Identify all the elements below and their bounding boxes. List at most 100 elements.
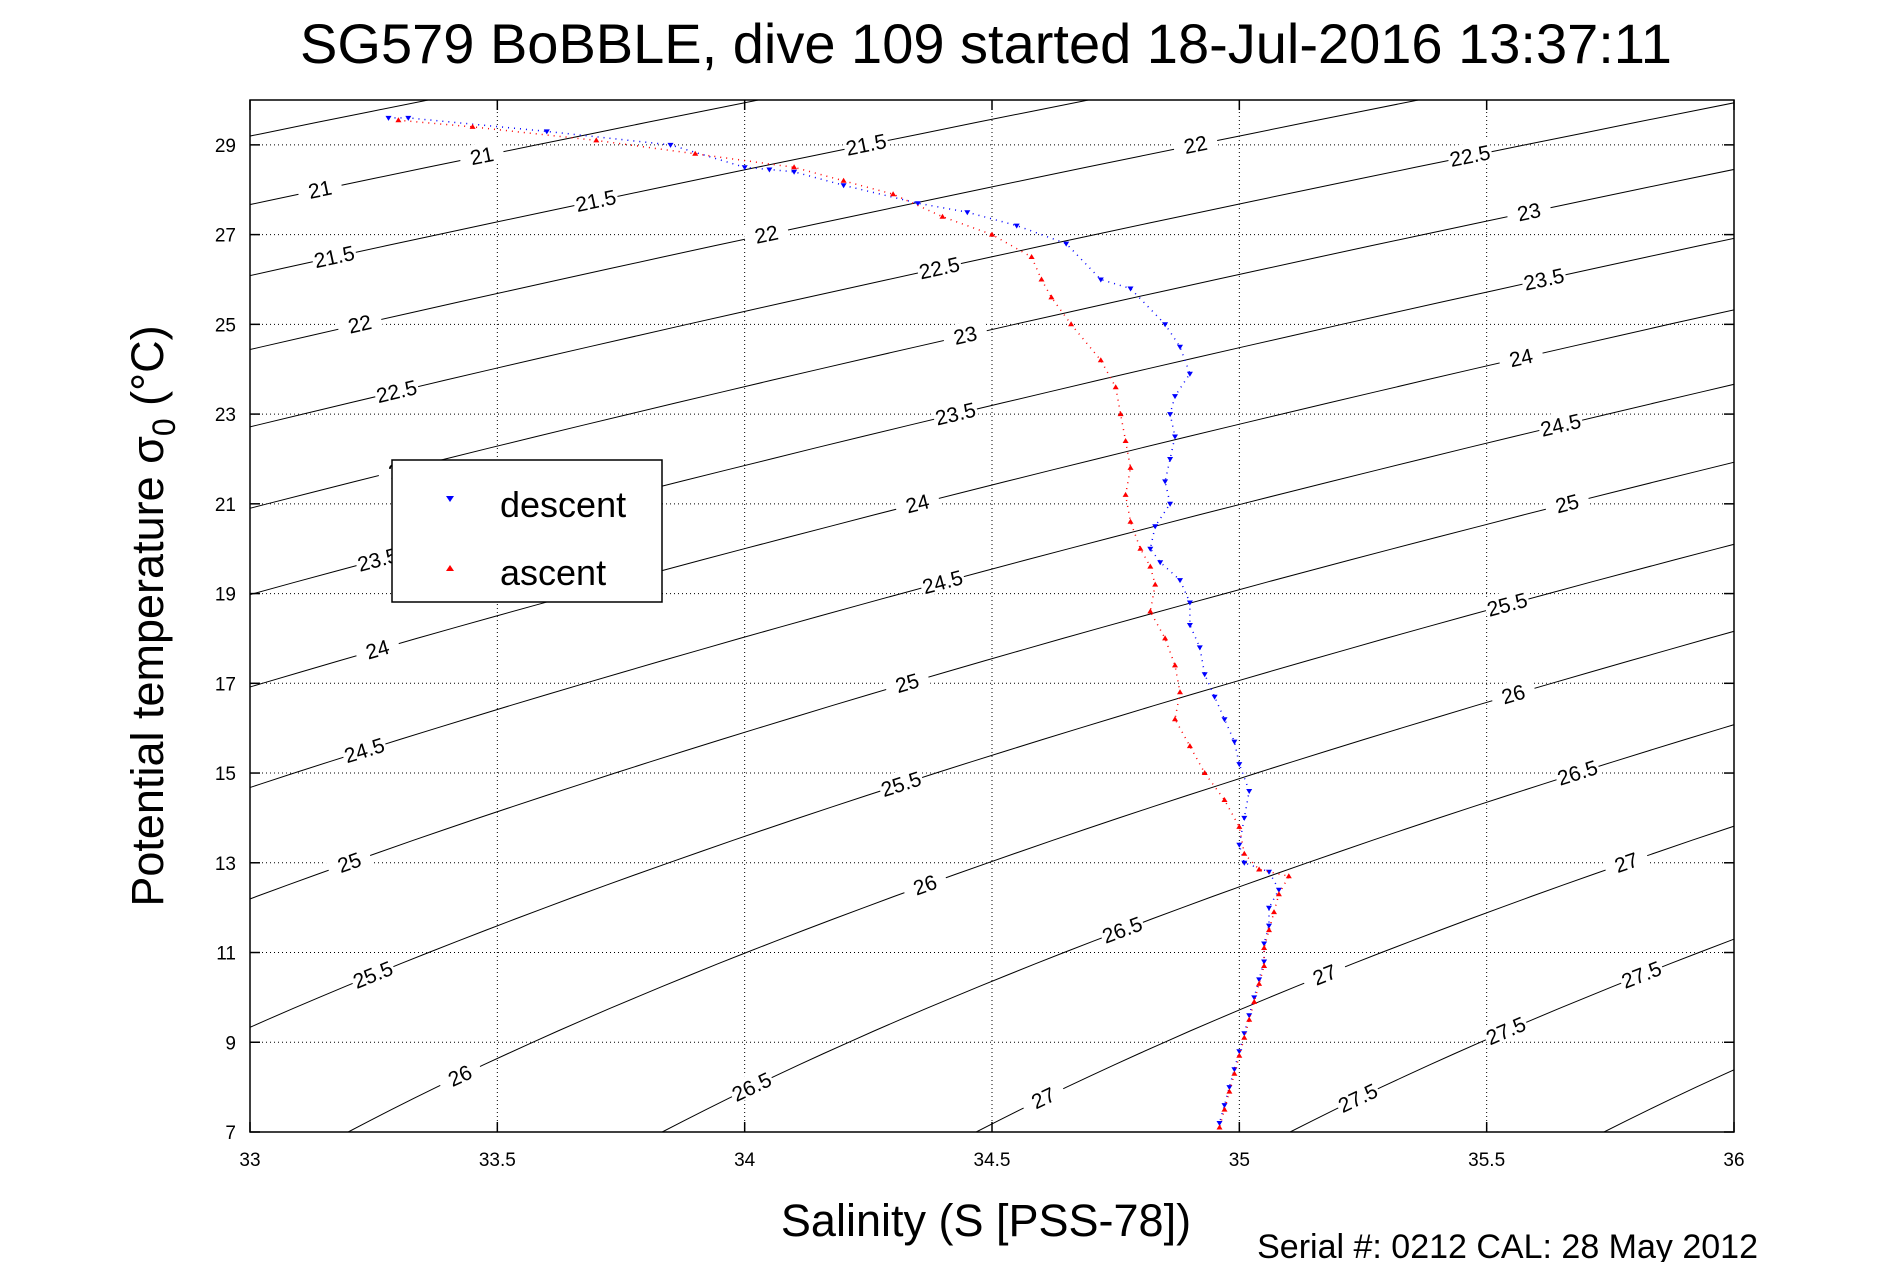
data-point-ascent xyxy=(1261,945,1268,950)
data-point-ascent xyxy=(1285,873,1292,879)
contour-label-text: 24 xyxy=(1507,345,1535,373)
data-point-ascent xyxy=(840,177,847,183)
x-tick-label: 36 xyxy=(1723,1150,1744,1171)
data-point-ascent xyxy=(1028,254,1035,259)
x-tick-label: 35 xyxy=(1229,1150,1250,1171)
data-point-descent xyxy=(1201,672,1208,678)
data-point-descent xyxy=(1256,977,1263,983)
plot-area: 212121.521.521.522222222.522.522.5232323… xyxy=(215,99,1745,1171)
contour-label: 25.5 xyxy=(1482,586,1531,622)
contour-label-bg xyxy=(1480,1010,1530,1048)
contour-label-bg xyxy=(1017,1077,1068,1116)
data-point-descent xyxy=(1127,286,1134,292)
data-point-descent xyxy=(1013,223,1020,229)
contour-label: 26 xyxy=(900,865,949,902)
data-point-descent xyxy=(543,129,550,135)
contour-label-bg xyxy=(352,631,402,665)
contour-label-bg xyxy=(457,138,506,170)
data-point-descent xyxy=(1177,344,1183,350)
density-contour xyxy=(250,237,1734,596)
contour-label: 27 xyxy=(1299,954,1349,992)
grid-lines xyxy=(250,100,1734,1132)
data-point-descent xyxy=(1266,923,1272,929)
contour-label: 27 xyxy=(1601,843,1651,879)
y-axis-ticks: 7 9 11 13 15 17 19 21 23 25 27 29 xyxy=(215,136,1734,1144)
data-point-descent xyxy=(1162,479,1169,485)
legend-entry-descent: descent xyxy=(500,484,626,525)
data-point-descent xyxy=(1221,717,1228,723)
data-point-descent xyxy=(1152,524,1159,530)
data-point-ascent xyxy=(1201,770,1208,775)
data-point-ascent xyxy=(1152,581,1159,587)
data-point-ascent xyxy=(469,123,476,129)
data-point-descent xyxy=(1221,1103,1228,1109)
contour-label: 22 xyxy=(1171,127,1219,159)
data-point-ascent xyxy=(1147,608,1154,614)
data-point-ascent xyxy=(791,164,798,170)
data-point-ascent xyxy=(1068,321,1075,327)
data-point-descent xyxy=(1186,371,1193,377)
contour-label-bg xyxy=(892,485,942,518)
data-point-descent xyxy=(1097,277,1104,283)
data-point-ascent xyxy=(1162,635,1169,641)
contour-label: 22.5 xyxy=(915,250,963,284)
contour-label: 24 xyxy=(892,485,942,518)
density-contour xyxy=(347,630,1734,1132)
y-tick-label: 15 xyxy=(215,764,236,785)
y-tick-label: 29 xyxy=(215,136,236,157)
contour-label-bg xyxy=(900,865,949,902)
contour-label: 21.5 xyxy=(841,127,890,161)
legend-box xyxy=(391,459,663,603)
data-point-descent xyxy=(1216,1121,1223,1126)
contour-label-bg xyxy=(931,396,979,428)
data-point-ascent xyxy=(1172,662,1178,668)
contour-label-bg xyxy=(335,306,384,338)
data-point-descent xyxy=(1275,887,1282,893)
x-tick-label: 35.5 xyxy=(1468,1150,1505,1171)
data-point-ascent xyxy=(1172,716,1178,722)
contour-label-bg xyxy=(1445,138,1494,170)
contour-label-bg xyxy=(1496,340,1545,372)
data-point-descent xyxy=(1261,941,1268,947)
data-point-descent xyxy=(1177,578,1183,584)
data-point-ascent xyxy=(1256,866,1263,872)
y-axis-label: Potential temperature σ0 (°C) xyxy=(122,325,182,906)
data-point-descent xyxy=(1167,501,1174,507)
contour-label: 22 xyxy=(335,306,384,339)
data-point-descent xyxy=(1266,905,1272,911)
data-point-ascent xyxy=(1112,384,1119,390)
data-point-descent xyxy=(1211,694,1218,700)
data-point-ascent xyxy=(1271,909,1277,915)
contour-label: 25 xyxy=(1542,485,1591,518)
data-point-descent xyxy=(1241,1031,1248,1037)
contour-label-bg xyxy=(1488,675,1538,710)
density-contour xyxy=(250,309,1734,688)
data-point-ascent xyxy=(1256,980,1263,986)
contour-label: 22 xyxy=(742,217,790,249)
contour-label-text: 21 xyxy=(306,177,334,204)
data-point-descent xyxy=(1162,322,1169,328)
contour-label-bg xyxy=(1536,407,1585,440)
data-point-descent xyxy=(1231,1067,1238,1073)
y-tick-label: 9 xyxy=(225,1033,236,1054)
contour-label-bg xyxy=(347,954,397,992)
x-tick-label: 34 xyxy=(734,1150,756,1171)
data-point-descent xyxy=(1236,842,1243,848)
density-contour xyxy=(250,383,1734,789)
density-contour xyxy=(250,168,1734,509)
contour-label-bg xyxy=(882,664,931,699)
contour-label: 21 xyxy=(457,138,506,170)
data-point-ascent xyxy=(1137,545,1144,551)
legend: descent ascent xyxy=(391,459,663,603)
data-point-descent xyxy=(840,183,847,189)
y-tick-label: 25 xyxy=(215,315,236,336)
legend-descent-marker xyxy=(446,496,454,502)
y-tick-label: 11 xyxy=(216,944,236,965)
density-contour-labels: 212121.521.521.522222222.522.522.5232323… xyxy=(295,127,1666,1118)
contour-label: 24 xyxy=(1496,340,1545,373)
data-point-ascent xyxy=(939,213,946,219)
data-point-descent xyxy=(1147,546,1154,552)
contour-label-bg xyxy=(1482,586,1531,620)
contour-label-bg xyxy=(324,843,374,879)
